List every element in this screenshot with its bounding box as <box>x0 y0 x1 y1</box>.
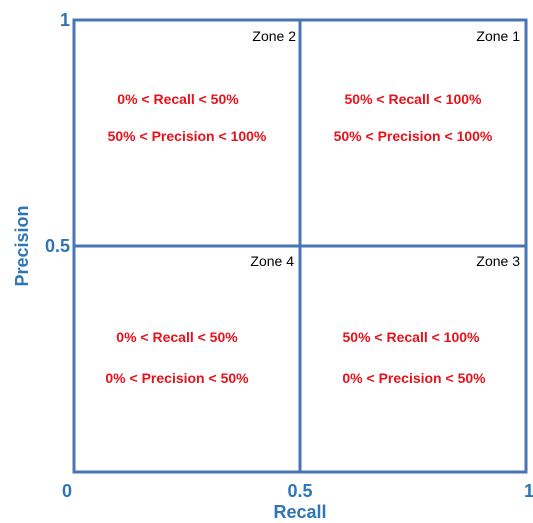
zone-1-label: Zone 1 <box>476 28 520 44</box>
x-tick-label-0.5: 0.5 <box>287 481 312 501</box>
y-tick-label-1: 1 <box>60 10 70 30</box>
zone-4-quadrant: Zone 4 0% < Recall < 50% 0% < Precision … <box>105 253 294 386</box>
zone-2-recall-condition: 0% < Recall < 50% <box>117 91 239 107</box>
zone-3-precision-condition: 0% < Precision < 50% <box>342 370 486 386</box>
y-axis-title: Precision <box>12 205 32 286</box>
zone-3-recall-condition: 50% < Recall < 100% <box>343 329 481 345</box>
zone-4-recall-condition: 0% < Recall < 50% <box>116 329 238 345</box>
zone-grid <box>72 18 528 474</box>
zone-4-precision-condition: 0% < Precision < 50% <box>105 370 249 386</box>
zone-1-recall-condition: 50% < Recall < 100% <box>345 91 483 107</box>
zone-2-quadrant: Zone 2 0% < Recall < 50% 50% < Precision… <box>108 28 297 144</box>
zone-1-precision-condition: 50% < Precision < 100% <box>334 128 493 144</box>
y-tick-label-0.5: 0.5 <box>45 236 70 256</box>
x-tick-label-0: 0 <box>62 481 72 501</box>
zone-3-label: Zone 3 <box>476 253 520 269</box>
x-axis-title: Recall <box>273 502 326 522</box>
zone-2-label: Zone 2 <box>252 28 296 44</box>
zone-1-quadrant: Zone 1 50% < Recall < 100% 50% < Precisi… <box>334 28 521 144</box>
zone-2-precision-condition: 50% < Precision < 100% <box>108 128 267 144</box>
zone-3-quadrant: Zone 3 50% < Recall < 100% 0% < Precisio… <box>342 253 520 386</box>
x-tick-label-1: 1 <box>524 481 533 501</box>
zone-4-label: Zone 4 <box>250 253 294 269</box>
